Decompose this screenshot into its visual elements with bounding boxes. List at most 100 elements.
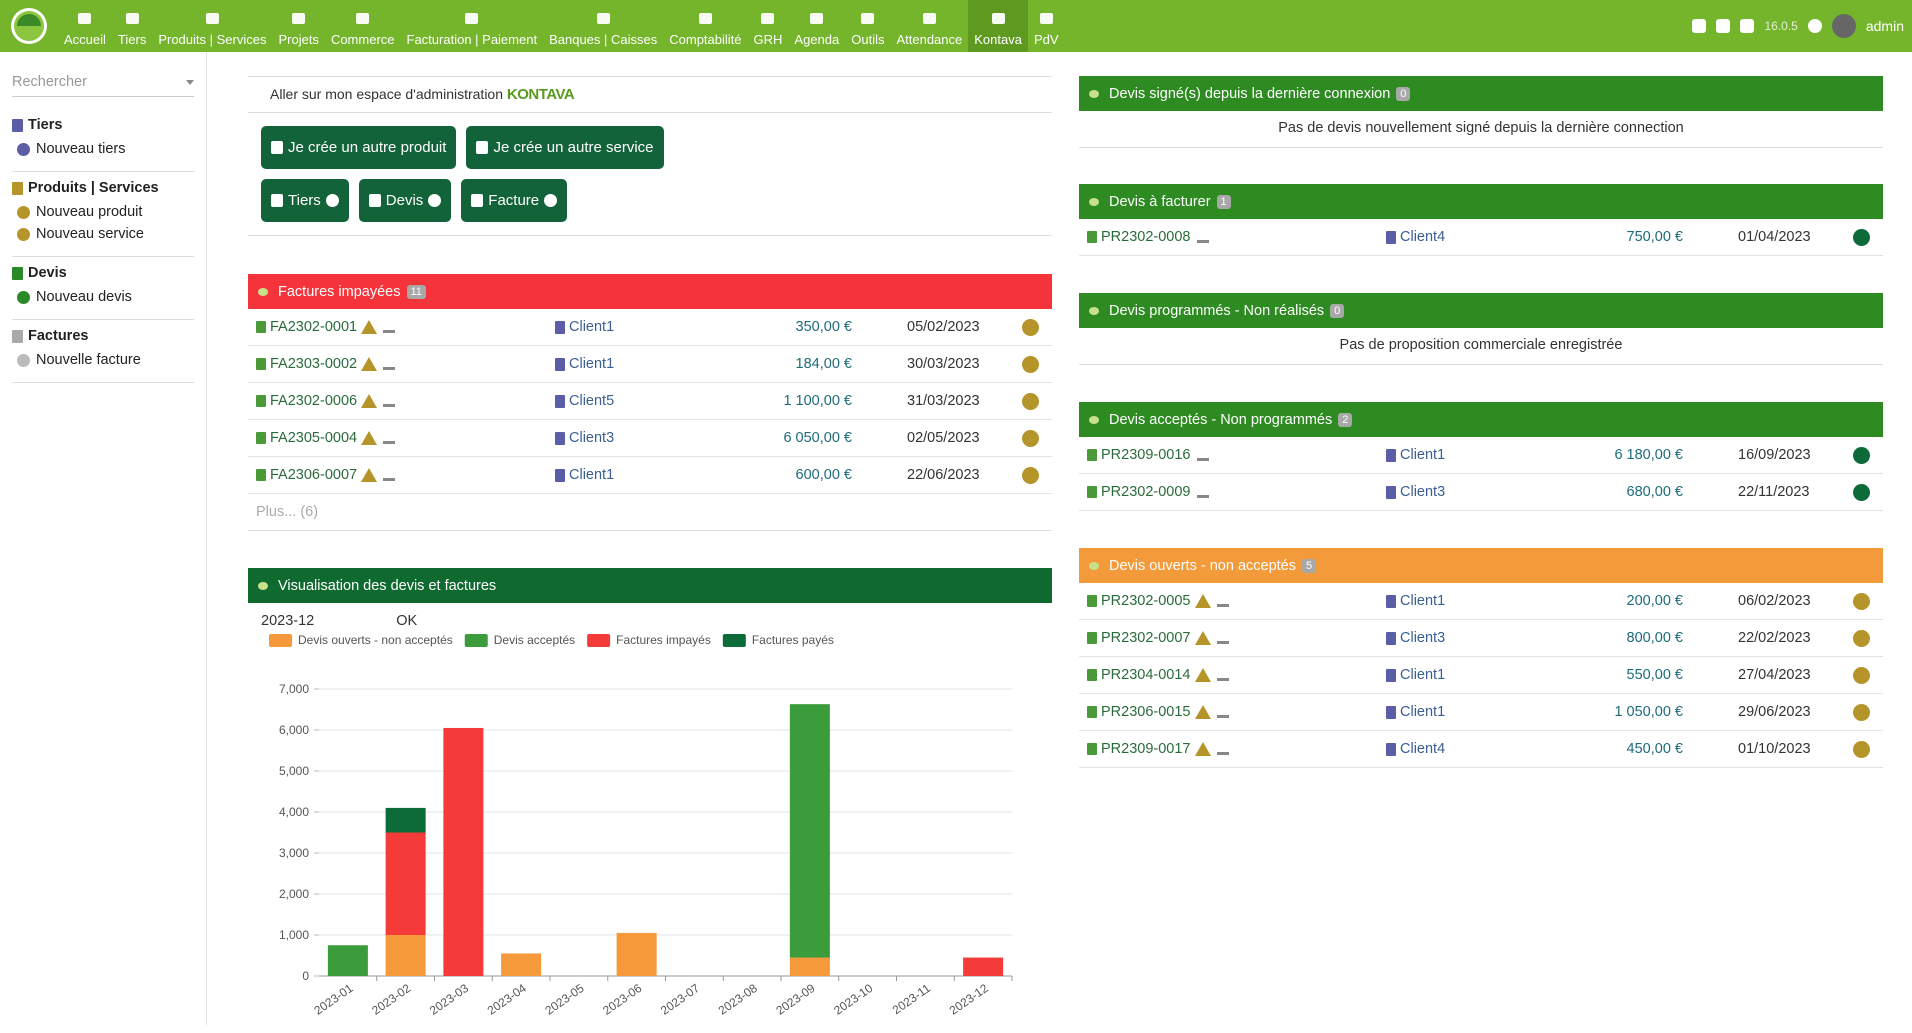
menu-item[interactable]: GRH: [748, 0, 789, 52]
menu-icon: [861, 13, 875, 24]
bar-segment: [385, 935, 426, 976]
x-tick-label: 2023-09: [773, 981, 817, 1018]
ref-link[interactable]: PR2302-0005: [1101, 593, 1191, 609]
download-icon[interactable]: [1196, 449, 1209, 461]
table-row: PR2304-0014 Client1 550,00 € 27/04/2023: [1079, 657, 1883, 694]
ref-link[interactable]: PR2302-0007: [1101, 630, 1191, 646]
client-link[interactable]: Client1: [1400, 447, 1446, 463]
bar-segment: [616, 932, 657, 976]
download-icon[interactable]: [1216, 706, 1229, 718]
client-link[interactable]: Client1: [1400, 593, 1446, 609]
ref-link[interactable]: PR2309-0017: [1101, 741, 1191, 757]
menu-item[interactable]: Agenda: [788, 0, 845, 52]
section-title[interactable]: Factures: [12, 328, 194, 344]
download-icon[interactable]: [1196, 231, 1209, 243]
date: 01/04/2023: [1738, 229, 1811, 245]
download-icon[interactable]: [1216, 743, 1229, 755]
shortcut-button[interactable]: Devis: [358, 179, 452, 222]
client-link[interactable]: Client1: [1400, 704, 1446, 720]
shortcut-button[interactable]: Tiers: [261, 179, 349, 222]
client-link[interactable]: Client4: [1400, 229, 1446, 245]
ref-link[interactable]: FA2305-0004: [270, 430, 358, 446]
section-title[interactable]: Produits | Services: [12, 180, 194, 196]
section-title[interactable]: Tiers: [12, 117, 194, 133]
menu-item[interactable]: PdV: [1028, 0, 1065, 52]
doc-icon: [256, 469, 266, 481]
add-icon[interactable]: [1807, 19, 1822, 33]
create-button[interactable]: Je crée un autre produit: [261, 126, 457, 169]
menu-item[interactable]: Comptabilité: [663, 0, 747, 52]
tool-icon[interactable]: [1716, 19, 1731, 33]
menu-item[interactable]: Projets: [272, 0, 324, 52]
table-row: PR2302-0009 Client3 680,00 € 22/11/2023: [1079, 474, 1883, 511]
client-link[interactable]: Client1: [1400, 667, 1446, 683]
menu-label: Outils: [851, 32, 885, 47]
menu-item[interactable]: Outils: [845, 0, 890, 52]
download-icon[interactable]: [1216, 595, 1229, 607]
tool-icon[interactable]: [1740, 19, 1755, 33]
avatar[interactable]: [1831, 14, 1856, 38]
menu-item[interactable]: Attendance: [890, 0, 968, 52]
download-icon[interactable]: [383, 321, 396, 333]
ref-link[interactable]: FA2302-0001: [270, 319, 358, 335]
amount: 6 180,00 €: [1614, 447, 1683, 463]
client-link[interactable]: Client5: [569, 393, 615, 409]
client-link[interactable]: Client1: [569, 467, 615, 483]
download-icon[interactable]: [383, 469, 396, 481]
menu-item[interactable]: Produits | Services: [152, 0, 272, 52]
section-item[interactable]: Nouveau produit: [12, 204, 194, 220]
client-link[interactable]: Client3: [569, 430, 615, 446]
client-cell: Client1: [555, 467, 745, 483]
ref-link[interactable]: FA2306-0007: [270, 467, 358, 483]
ref-link[interactable]: PR2302-0008: [1101, 229, 1191, 245]
client-link[interactable]: Client4: [1400, 741, 1446, 757]
ref-link[interactable]: PR2302-0009: [1101, 484, 1191, 500]
doc-icon: [1087, 449, 1097, 461]
download-icon[interactable]: [383, 358, 396, 370]
logo[interactable]: [0, 0, 58, 52]
menu-item[interactable]: Facturation | Paiement: [401, 0, 544, 52]
status-dot: [1853, 228, 1870, 246]
client-link[interactable]: Client3: [1400, 484, 1446, 500]
download-icon[interactable]: [1216, 632, 1229, 644]
period-select[interactable]: 2023-12: [261, 613, 315, 629]
ok-button[interactable]: OK: [396, 613, 418, 629]
section-item[interactable]: Nouveau tiers: [12, 141, 194, 157]
menu-label: GRH: [753, 32, 783, 47]
admin-link[interactable]: Aller sur mon espace d'administration KO…: [248, 76, 1052, 113]
more-link[interactable]: Plus... (6): [248, 494, 1052, 531]
section-label: Devis: [28, 265, 67, 281]
download-icon[interactable]: [1196, 486, 1209, 498]
download-icon[interactable]: [1216, 669, 1229, 681]
item-label: Nouvelle facture: [36, 352, 141, 368]
search-box[interactable]: Rechercher: [12, 68, 194, 97]
plus-icon: [17, 227, 30, 241]
amount: 750,00 €: [1626, 229, 1683, 245]
client-link[interactable]: Client3: [1400, 630, 1446, 646]
section-item[interactable]: Nouveau devis: [12, 289, 194, 305]
menu-item[interactable]: Commerce: [325, 0, 401, 52]
menu-item[interactable]: Kontava: [968, 0, 1028, 52]
section-title[interactable]: Devis: [12, 265, 194, 281]
user-name[interactable]: admin: [1865, 18, 1904, 34]
date: 16/09/2023: [1738, 447, 1811, 463]
section-item[interactable]: Nouveau service: [12, 226, 194, 242]
create-button[interactable]: Je crée un autre service: [466, 126, 664, 169]
ref-link[interactable]: FA2302-0006: [270, 393, 358, 409]
tool-icon[interactable]: [1692, 19, 1707, 33]
ref-link[interactable]: FA2303-0002: [270, 356, 358, 372]
menu-icon: [78, 13, 92, 24]
ref-link[interactable]: PR2304-0014: [1101, 667, 1191, 683]
menu-item[interactable]: Banques | Caisses: [543, 0, 663, 52]
menu-item[interactable]: Tiers: [112, 0, 152, 52]
download-icon[interactable]: [383, 432, 396, 444]
ref-link[interactable]: PR2306-0015: [1101, 704, 1191, 720]
client-link[interactable]: Client1: [569, 319, 615, 335]
client-link[interactable]: Client1: [569, 356, 615, 372]
shortcut-button[interactable]: Facture: [461, 179, 568, 222]
section-item[interactable]: Nouvelle facture: [12, 352, 194, 368]
panel-icon: [1089, 561, 1099, 570]
menu-item[interactable]: Accueil: [58, 0, 112, 52]
download-icon[interactable]: [383, 395, 396, 407]
ref-link[interactable]: PR2309-0016: [1101, 447, 1191, 463]
